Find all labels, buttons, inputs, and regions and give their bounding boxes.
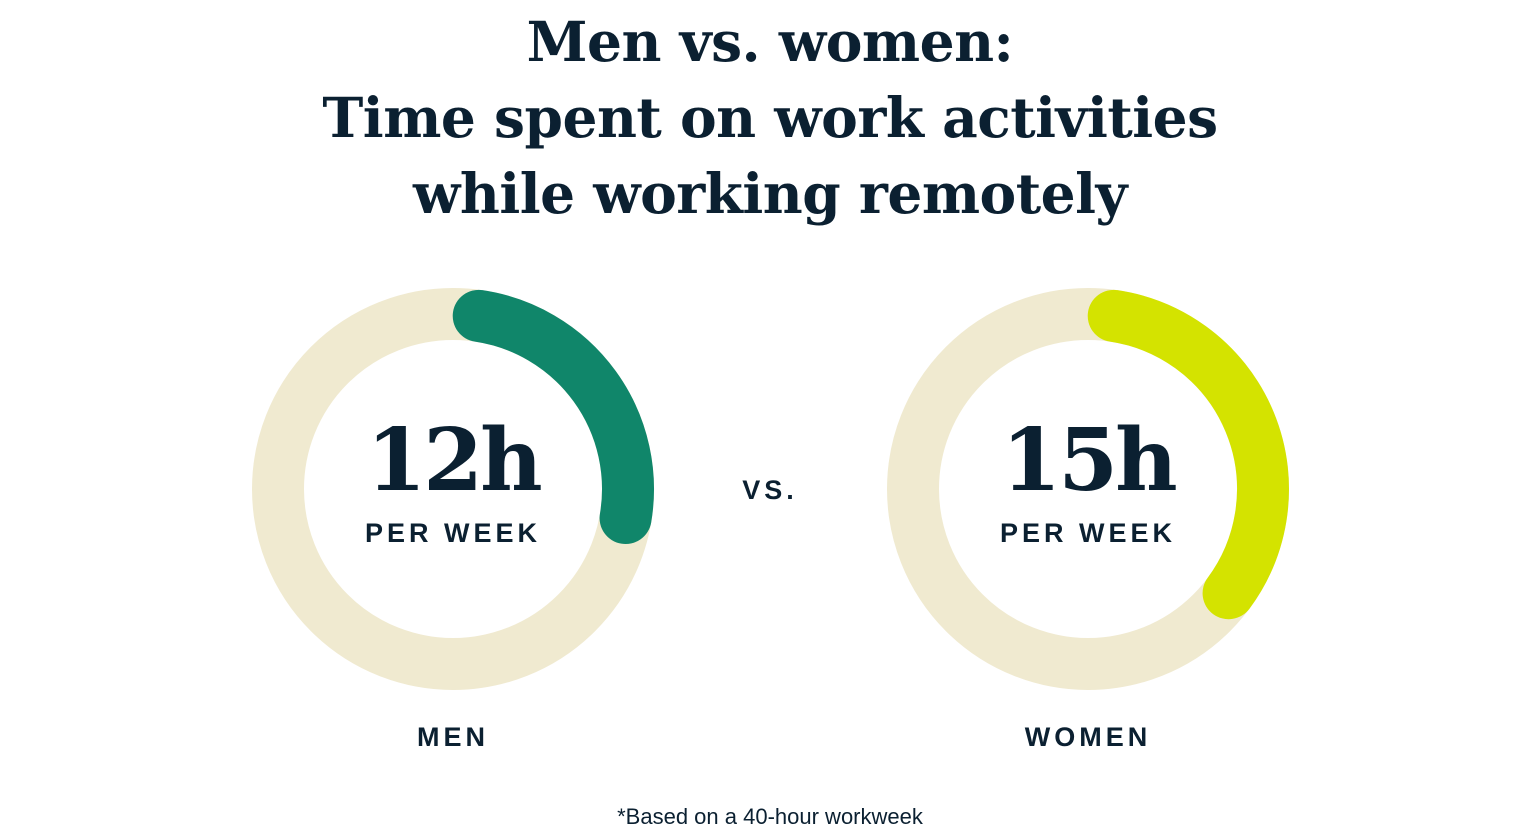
title-line-3: while working remotely	[413, 161, 1127, 226]
title-line-2: Time spent on work activities	[322, 85, 1218, 150]
women-label: WOMEN	[1024, 722, 1152, 752]
title-line-1: Men vs. women:	[526, 9, 1014, 74]
men-unit: PER WEEK	[364, 518, 542, 548]
men-value: 12h	[366, 410, 542, 511]
women-unit: PER WEEK	[999, 518, 1177, 548]
donut-arc-men	[452, 289, 654, 545]
footnote: *Based on a 40-hour workweek	[617, 804, 923, 829]
women-value: 15h	[1001, 410, 1177, 511]
men-label: MEN	[417, 722, 489, 752]
donut-arc-women	[1087, 289, 1289, 620]
vs-separator: VS.	[742, 475, 798, 505]
chart-title: Men vs. women: Time spent on work activi…	[0, 4, 1540, 232]
